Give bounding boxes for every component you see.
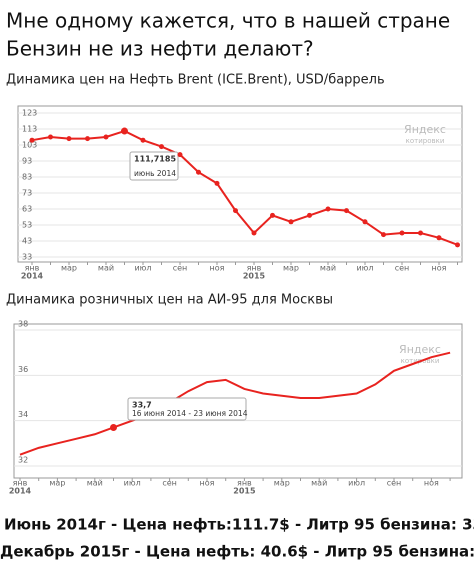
data-point	[103, 134, 109, 140]
tooltip-date: 16 июня 2014 - 23 июня 2014	[132, 409, 248, 418]
y-tick-label: 63	[22, 205, 32, 214]
x-tick-label: июл	[348, 479, 365, 488]
x-tick-label: янв	[25, 264, 40, 273]
data-point	[121, 127, 128, 135]
x-tick-label: ноя	[424, 479, 439, 488]
x-tick-label: мар	[283, 264, 299, 273]
data-point	[270, 212, 275, 218]
x-tick-label: сен	[395, 264, 410, 273]
tooltip-box	[127, 397, 247, 421]
x-tick-label: янв	[247, 264, 262, 273]
plot-area	[17, 105, 463, 263]
x-tick-label: янв	[13, 479, 28, 488]
watermark: Яндекс	[399, 343, 441, 356]
year-label: 2015	[243, 272, 266, 281]
data-point	[399, 230, 405, 236]
data-point	[418, 230, 423, 236]
x-tick-label: ноя	[210, 264, 225, 273]
tooltip-box	[129, 151, 179, 181]
y-tick-label: 34	[18, 410, 28, 419]
caption: Июнь 2014г - Цена нефть:111.7$ - Литр 95…	[4, 516, 474, 534]
data-point	[455, 242, 460, 248]
data-point	[29, 137, 35, 143]
y-tick-label: 83	[22, 173, 32, 182]
data-point	[48, 134, 53, 140]
x-tick-label: янв	[237, 479, 252, 488]
y-tick-label: 32	[18, 456, 28, 465]
data-point	[362, 219, 368, 225]
y-tick-label: 113	[22, 125, 37, 134]
data-point	[177, 152, 183, 158]
data-point	[251, 230, 257, 236]
data-point	[159, 144, 164, 150]
data-point	[307, 212, 312, 218]
meme-title: Мне одному кажется, что в нашей стране	[6, 9, 450, 33]
watermark: котировки	[406, 137, 445, 145]
x-tick-label: ноя	[200, 479, 215, 488]
x-tick-label: май	[87, 479, 103, 488]
y-tick-label: 73	[22, 189, 32, 198]
y-tick-label: 123	[22, 109, 37, 118]
data-point	[344, 208, 349, 214]
y-tick-label: 93	[22, 157, 32, 166]
year-label: 2014	[9, 487, 32, 496]
y-tick-label: 33	[22, 253, 32, 262]
chart-title: Динамика цен на Нефть Brent (ICE.Brent),…	[6, 73, 385, 88]
caption: Декабрь 2015г - Цена нефть: 40.6$ - Литр…	[0, 543, 474, 561]
meme-title: Бензин не из нефти делают?	[6, 37, 314, 61]
x-tick-label: июл	[124, 479, 141, 488]
y-tick-label: 38	[18, 320, 28, 329]
x-tick-label: сен	[162, 479, 177, 488]
y-tick-label: 53	[22, 221, 32, 230]
data-point	[325, 206, 331, 212]
tooltip-value: 33,7	[132, 401, 152, 410]
data-line	[19, 351, 451, 456]
x-tick-label: сен	[173, 264, 188, 273]
y-tick-label: 36	[18, 365, 28, 374]
data-point	[381, 232, 386, 238]
x-tick-label: мар	[274, 479, 290, 488]
data-point	[214, 180, 220, 186]
data-point	[85, 136, 90, 142]
data-point	[66, 136, 72, 142]
chart-title: Динамика розничных цен на АИ-95 для Моск…	[6, 293, 333, 308]
tooltip-value: 111,7185	[134, 155, 176, 164]
x-tick-label: июл	[134, 264, 151, 273]
y-tick-label: 103	[22, 141, 37, 150]
tooltip-date: июнь 2014	[134, 169, 176, 178]
y-tick-label: 43	[22, 237, 32, 246]
x-tick-label: июл	[356, 264, 373, 273]
x-tick-label: мар	[49, 479, 65, 488]
watermark: Яндекс	[404, 123, 446, 136]
data-point	[436, 235, 442, 241]
year-label: 2014	[21, 272, 44, 281]
x-tick-label: сен	[387, 479, 402, 488]
x-tick-label: май	[320, 264, 336, 273]
data-point	[196, 169, 201, 175]
data-line	[31, 129, 458, 246]
x-tick-label: ноя	[432, 264, 447, 273]
x-tick-label: мар	[61, 264, 77, 273]
data-point	[233, 208, 238, 214]
x-tick-label: май	[311, 479, 327, 488]
data-point	[288, 219, 294, 225]
year-label: 2015	[233, 487, 256, 496]
x-tick-label: май	[98, 264, 114, 273]
data-point	[110, 423, 117, 431]
data-point	[140, 137, 146, 143]
